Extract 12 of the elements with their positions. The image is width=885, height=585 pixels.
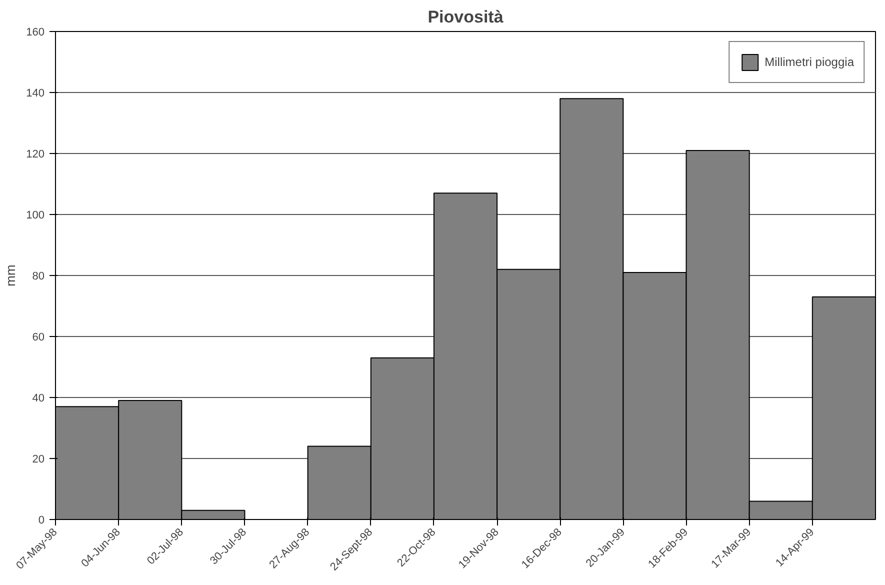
- y-tick-label: 80: [32, 270, 45, 282]
- y-tick-label: 140: [26, 88, 45, 100]
- y-tick-label: 60: [32, 332, 45, 344]
- y-tick-label: 100: [26, 210, 45, 222]
- y-tick-label: 20: [32, 454, 45, 466]
- y-tick-label: 0: [38, 514, 45, 526]
- y-tick-label: 120: [26, 148, 45, 160]
- y-axis-title: mm: [3, 264, 18, 286]
- legend-label: Millimetri pioggia: [764, 55, 854, 69]
- y-tick-label: 160: [26, 26, 45, 38]
- chart-title: Piovosità: [428, 8, 504, 26]
- y-tick-label: 40: [32, 392, 45, 404]
